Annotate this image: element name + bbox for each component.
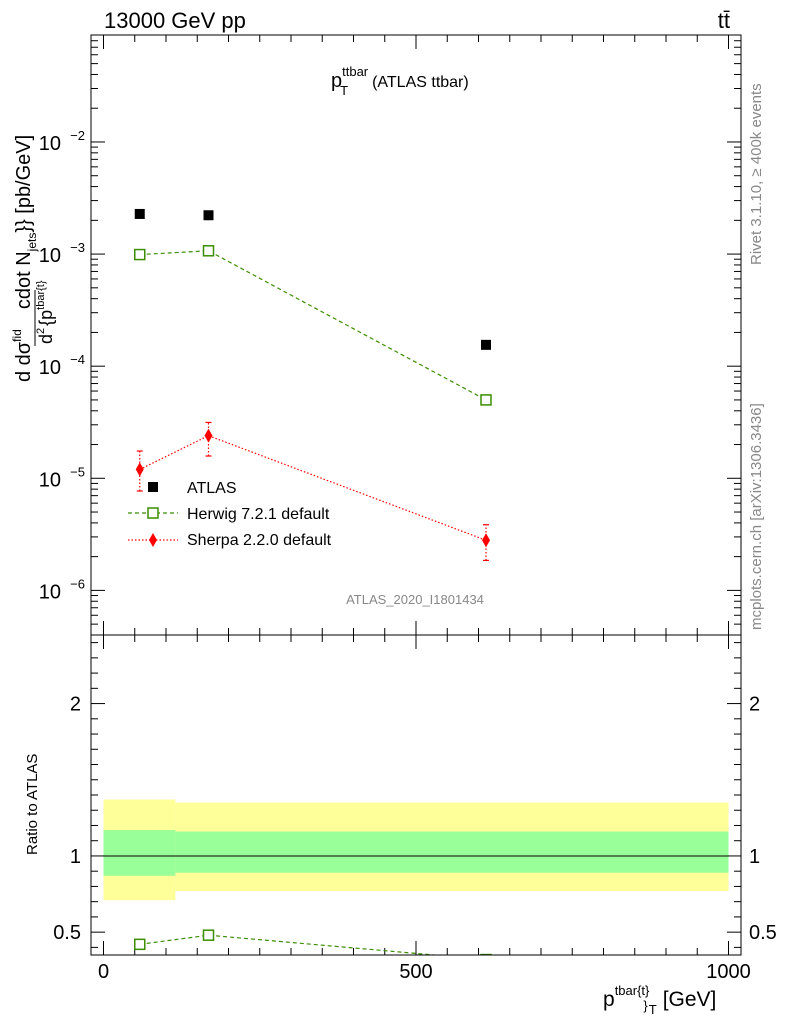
ratio-ytick-label: 1	[70, 846, 81, 868]
data-point	[481, 339, 491, 350]
main-ylabel: d dσfidcdot Njets}} [pb/GeV] d2{ptbar{t}	[10, 135, 56, 382]
ratio-frame	[90, 634, 742, 956]
main-ytick-label: 10	[39, 469, 61, 491]
main-ytick-label: 10	[39, 245, 61, 267]
source-label: mcplots.cern.ch [arXiv:1306.3436]	[748, 403, 765, 630]
legend-herwig-marker	[147, 507, 159, 519]
ratio-bands	[103, 799, 729, 901]
ratio-data-point	[134, 938, 146, 951]
main-markers	[134, 208, 492, 548]
main-ytick-exponent: −4	[70, 352, 85, 367]
ratio-band	[103, 830, 176, 876]
series-line-1	[139, 250, 487, 401]
ratio-xtick-label: 500	[399, 961, 432, 983]
data-point	[135, 462, 144, 477]
main-series-lines	[139, 250, 487, 541]
main-ytick-label: 10	[39, 357, 61, 379]
main-ytick-exponent: −2	[70, 128, 85, 143]
svg-text:d dσfidcdot Njets}} [pb/GeV]: d dσfidcdot Njets}} [pb/GeV]	[10, 135, 39, 382]
main-ytick-label: 10	[39, 133, 61, 155]
data-point	[203, 210, 214, 221]
data-point	[202, 245, 215, 257]
ratio-ytick-label-right: 0.5	[749, 922, 777, 944]
ratio-series-line	[139, 934, 441, 955]
data-point	[134, 208, 145, 219]
ratio-ytick-label-right: 1	[749, 846, 760, 868]
data-point	[204, 428, 213, 443]
ratio-xtick-label: 1000	[706, 961, 751, 983]
ratio-series-group	[134, 929, 492, 955]
main-ytick-exponent: −3	[70, 240, 85, 255]
ratio-ylabel: Ratio to ATLAS	[24, 754, 41, 855]
ratio-axis-ticks	[91, 635, 741, 955]
ratio-xlabel: ptbar{t}}T [GeV]	[603, 983, 716, 1017]
ratio-xtick-label: 0	[98, 961, 109, 983]
main-ytick-exponent: −6	[70, 576, 85, 591]
ratio-data-point	[202, 929, 215, 941]
main-ytick-label: 10	[39, 581, 61, 603]
legend-atlas-marker	[148, 482, 158, 492]
ratio-data-point	[480, 953, 492, 955]
series-line-2	[139, 435, 487, 541]
ratio-tick-labels: 0.5 0.5 1 1 2 2 0 500 1000	[53, 694, 777, 983]
ratio-ytick-label-right: 2	[749, 694, 760, 716]
main-ytick-exponent: −5	[70, 464, 85, 479]
process-label: tt̄	[718, 8, 730, 33]
ratio-ytick-label: 2	[70, 694, 81, 716]
data-point	[134, 248, 146, 261]
main-axis-ticks	[91, 34, 741, 636]
main-ytick-labels: 10 −6 10 −5 10 −4 10 −3 10 −2	[39, 128, 85, 603]
legend-atlas-label: ATLAS	[187, 480, 237, 497]
watermark: ATLAS_2020_I1801434	[346, 592, 484, 607]
ratio-ytick-label: 0.5	[53, 922, 81, 944]
ratio-series	[134, 929, 492, 955]
data-point	[482, 533, 490, 548]
rivet-label: Rivet 3.1.10, ≥ 400k events	[748, 83, 765, 265]
legend-herwig-label: Herwig 7.2.1 default	[187, 506, 330, 523]
data-point	[480, 394, 492, 406]
legend: ATLAS Herwig 7.2.1 default Sherpa 2.2.0 …	[128, 480, 332, 549]
main-panel: 10 −6 10 −5 10 −4 10 −3 10 −2 pttbar T (ATLAS ttbar…	[39, 34, 742, 636]
legend-sherpa-label: Sherpa 2.2.0 default	[187, 532, 332, 549]
legend-sherpa-marker	[149, 533, 157, 547]
collision-label: 13000 GeV pp	[104, 8, 246, 33]
ratio-band	[175, 831, 729, 873]
plot-title: pttbar T (ATLAS ttbar)	[331, 64, 469, 98]
ratio-panel: 0.5 0.5 1 1 2 2 0 500 1000	[53, 634, 777, 983]
svg-text:d2{ptbar{t}: d2{ptbar{t}	[35, 280, 56, 344]
